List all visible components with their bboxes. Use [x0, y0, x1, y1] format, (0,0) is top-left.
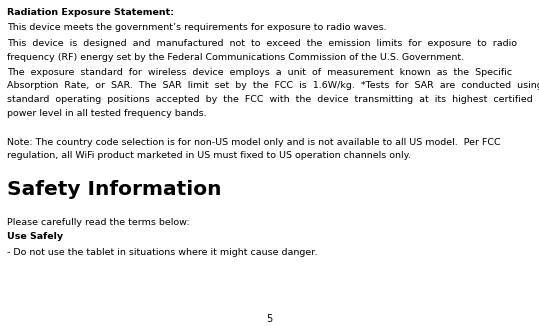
Text: Please carefully read the terms below:: Please carefully read the terms below: — [7, 218, 190, 227]
Text: This device meets the government’s requirements for exposure to radio waves.: This device meets the government’s requi… — [7, 23, 386, 32]
Text: Use Safely: Use Safely — [7, 232, 63, 241]
Text: This  device  is  designed  and  manufactured  not  to  exceed  the  emission  l: This device is designed and manufactured… — [7, 39, 517, 48]
Text: The  exposure  standard  for  wireless  device  employs  a  unit  of  measuremen: The exposure standard for wireless devic… — [7, 68, 512, 77]
Text: Note: The country code selection is for non-US model only and is not available t: Note: The country code selection is for … — [7, 138, 501, 147]
Text: 5: 5 — [266, 314, 273, 324]
Text: power level in all tested frequency bands.: power level in all tested frequency band… — [7, 109, 206, 117]
Text: - Do not use the tablet in situations where it might cause danger.: - Do not use the tablet in situations wh… — [7, 248, 317, 257]
Text: Safety Information: Safety Information — [7, 180, 222, 199]
Text: Absorption  Rate,  or  SAR.  The  SAR  limit  set  by  the  FCC  is  1.6W/kg.  *: Absorption Rate, or SAR. The SAR limit s… — [7, 82, 539, 91]
Text: frequency (RF) energy set by the Federal Communications Commission of the U.S. G: frequency (RF) energy set by the Federal… — [7, 52, 464, 62]
Text: standard  operating  positions  accepted  by  the  FCC  with  the  device  trans: standard operating positions accepted by… — [7, 95, 533, 104]
Text: Radiation Exposure Statement:: Radiation Exposure Statement: — [7, 8, 174, 17]
Text: regulation, all WiFi product marketed in US must fixed to US operation channels : regulation, all WiFi product marketed in… — [7, 152, 411, 160]
